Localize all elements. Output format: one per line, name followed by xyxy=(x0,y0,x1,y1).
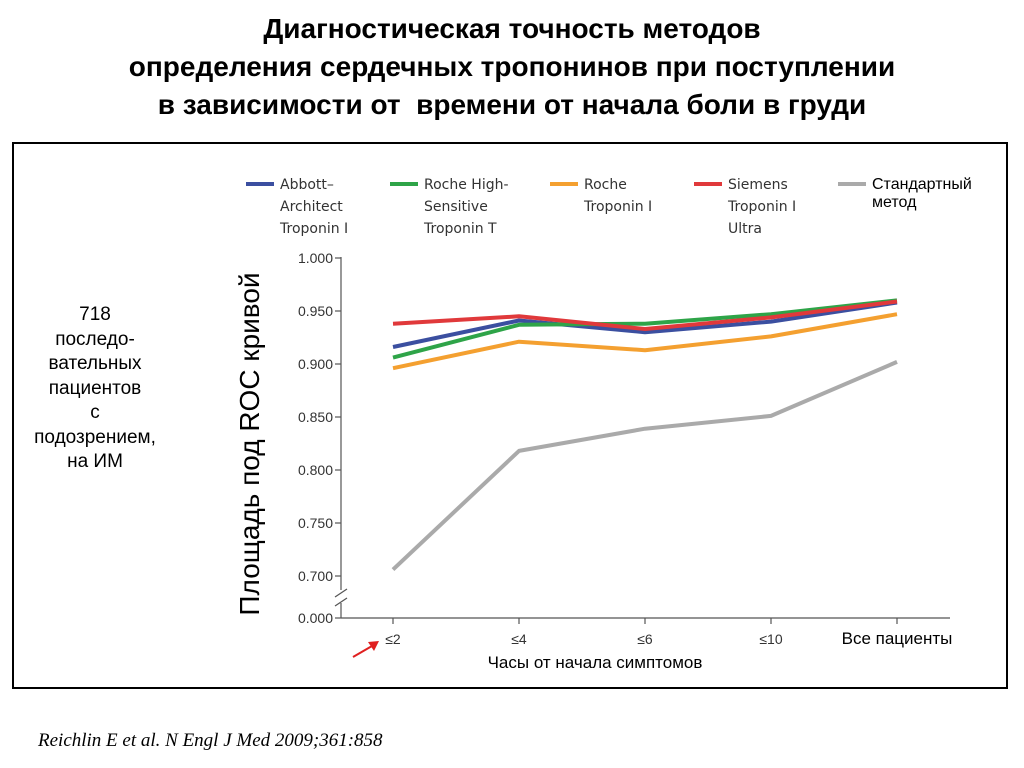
y-tick-label: 0.900 xyxy=(298,356,333,372)
legend-label: Roche High- xyxy=(424,177,509,193)
x-tick-label: Все пациенты xyxy=(842,629,953,648)
side-note-line: 718 xyxy=(79,304,111,325)
axis-break-mark xyxy=(334,597,348,607)
axis-break-mark xyxy=(334,588,348,598)
title-line-1: Диагностическая точность методов xyxy=(263,13,761,44)
highlight-arrow-head xyxy=(368,641,379,651)
series-line-4 xyxy=(392,299,898,331)
y-tick-label: 1.000 xyxy=(298,250,333,266)
legend-label: Стандартный xyxy=(872,176,972,193)
x-tick-label: ≤10 xyxy=(759,631,782,647)
side-note-line: с xyxy=(90,402,100,423)
legend-label: Troponin I xyxy=(279,221,348,237)
title-line-3: в зависимости от времени от начала боли … xyxy=(157,89,867,120)
legend-label: Architect xyxy=(280,199,343,215)
x-tick-label: ≤2 xyxy=(385,631,401,647)
series-line-3 xyxy=(392,312,898,371)
y-tick-label: 0.700 xyxy=(298,568,333,584)
legend-label: Sensitive xyxy=(424,199,488,215)
series-line-2 xyxy=(392,298,898,360)
y-tick-label: 0.800 xyxy=(298,462,333,478)
title-line-2: определения сердечных тропонинов при пос… xyxy=(128,51,896,82)
highlight-arrow-shaft xyxy=(352,645,373,658)
legend-label: Siemens xyxy=(728,177,788,193)
y-tick-label: 0.750 xyxy=(298,515,333,531)
legend-label: Troponin I xyxy=(727,199,796,215)
y-tick-label: 0.850 xyxy=(298,409,333,425)
legend-label: Roche xyxy=(584,177,627,193)
citation: Reichlin E et al. N Engl J Med 2009;361:… xyxy=(38,730,383,751)
side-note-line: пациентов xyxy=(48,377,142,399)
side-note: 718 последо- вательных пациентов с подоз… xyxy=(12,303,178,475)
x-tick-label: ≤6 xyxy=(637,631,653,647)
legend-label: Troponin T xyxy=(423,221,497,237)
side-note-line: на ИМ xyxy=(67,451,123,472)
side-note-line: последо- xyxy=(55,328,135,350)
series-line-5 xyxy=(391,360,898,572)
y-tick-label: 0.950 xyxy=(298,303,333,319)
series-line-1 xyxy=(392,300,898,349)
chart-frame xyxy=(12,142,1008,689)
legend-label: метод xyxy=(872,194,917,211)
legend-label: Abbott– xyxy=(280,177,334,193)
page-title: Диагностическая точность методов определ… xyxy=(0,10,1024,124)
x-tick-label: ≤4 xyxy=(511,631,527,647)
y-tick-label: 0.000 xyxy=(298,610,333,626)
y-axis-label: Площадь под ROC кривой xyxy=(234,272,265,615)
side-note-line: подозрением, xyxy=(34,426,156,448)
legend-label: Troponin I xyxy=(583,199,652,215)
legend-label: Ultra xyxy=(728,221,762,237)
side-note-line: вательных xyxy=(48,353,142,374)
x-axis-label: Часы от начала симптомов xyxy=(488,653,703,672)
